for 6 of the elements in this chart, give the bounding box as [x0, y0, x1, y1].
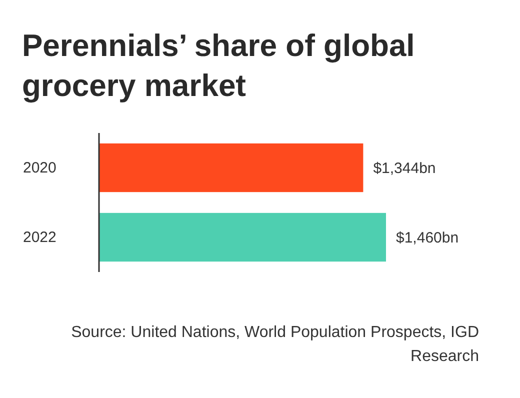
source-note: Source: United Nations, World Population Prospects, IGD Research: [71, 324, 479, 365]
y-tick-label: 2022: [23, 229, 56, 246]
chart-title: Perennials’ share of global grocery market: [22, 28, 415, 103]
data-label: $1,460bn: [396, 230, 459, 246]
data-label: $1,344bn: [373, 160, 436, 177]
y-tick-label: 2020: [23, 160, 56, 177]
